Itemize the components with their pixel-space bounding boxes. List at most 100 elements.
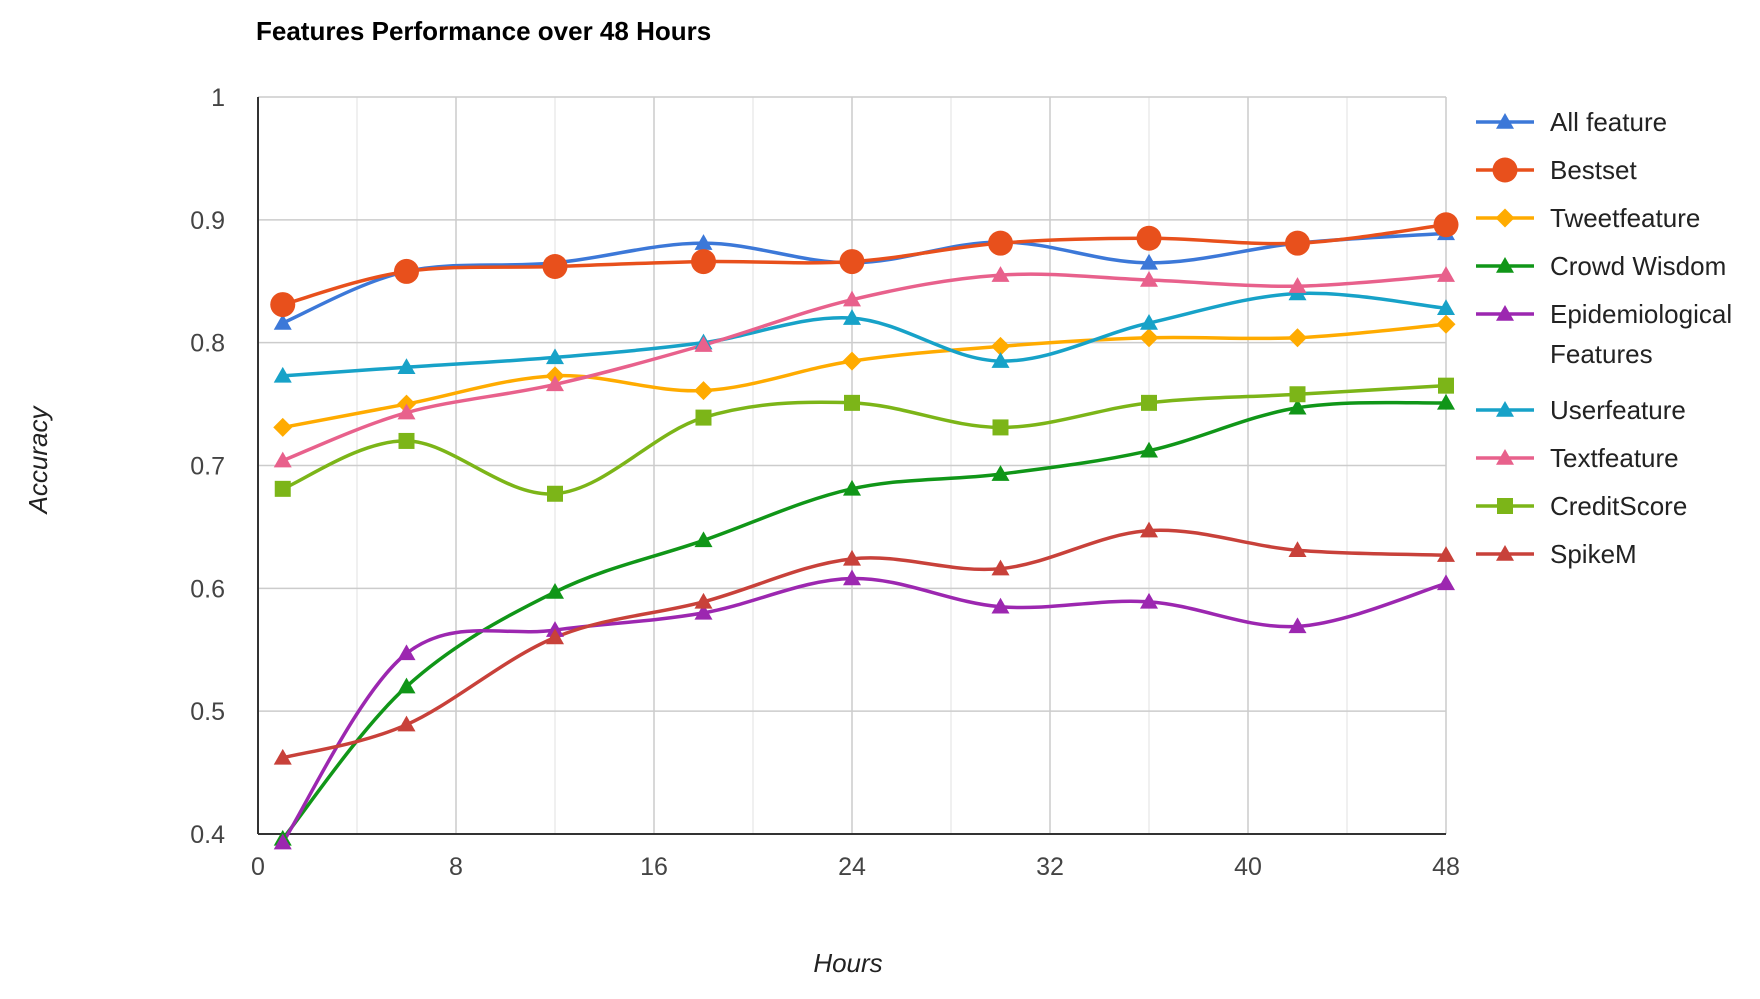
data-point-creditscore xyxy=(992,419,1009,436)
data-point-bestset xyxy=(691,249,716,275)
legend-swatch-marker xyxy=(1496,113,1514,129)
chart-title: Features Performance over 48 Hours xyxy=(256,16,711,46)
data-point-tweetfeature xyxy=(1288,328,1307,348)
series-markers xyxy=(270,212,1459,850)
series-lines xyxy=(281,223,1447,844)
legend-label: All feature xyxy=(1550,107,1667,137)
data-point-creditscore xyxy=(844,394,860,411)
data-point-textfeature xyxy=(273,451,292,468)
series-line-userfeature xyxy=(282,291,1447,378)
data-point-creditscore xyxy=(695,409,712,426)
x-tick-label: 0 xyxy=(251,853,265,881)
data-point-tweetfeature xyxy=(694,381,713,401)
y-tick-label: 0.4 xyxy=(190,821,225,849)
x-tick-label: 8 xyxy=(449,853,463,881)
data-point-crowd-wisdom xyxy=(397,677,416,694)
data-point-tweetfeature xyxy=(273,417,293,437)
legend-item-userfeature: Userfeature xyxy=(1476,395,1686,425)
data-point-bestset xyxy=(1433,212,1459,238)
y-tick-label: 0.5 xyxy=(190,698,225,726)
data-point-bestset xyxy=(1136,225,1162,251)
data-point-bestset xyxy=(988,230,1013,256)
y-axis-title: Accuracy xyxy=(23,405,53,516)
legend-label: Crowd Wisdom xyxy=(1550,251,1726,281)
data-point-spikem xyxy=(991,559,1010,576)
data-point-creditscore xyxy=(547,485,563,502)
data-point-crowd-wisdom xyxy=(1140,441,1158,458)
data-point-textfeature xyxy=(546,375,564,392)
data-point-bestset xyxy=(542,254,568,280)
data-point-spikem xyxy=(1288,541,1307,558)
data-point-all-feature xyxy=(694,234,713,250)
data-point-spikem xyxy=(843,549,861,566)
series-line-epidemiological-features xyxy=(281,576,1447,844)
data-point-textfeature xyxy=(1288,277,1307,293)
legend-swatch-marker xyxy=(1496,401,1514,417)
data-point-spikem xyxy=(1140,521,1158,538)
x-tick-label: 40 xyxy=(1234,853,1262,881)
legend-item-epidemiological-features: Epidemiological Features xyxy=(1476,299,1732,369)
x-tick-label: 16 xyxy=(640,853,668,881)
legend-item-tweetfeature: Tweetfeature xyxy=(1476,203,1700,233)
y-tick-label: 0.9 xyxy=(190,207,225,235)
data-point-spikem xyxy=(273,748,292,765)
legend-item-all-feature: All feature xyxy=(1476,107,1667,137)
data-point-userfeature xyxy=(273,366,292,383)
data-point-userfeature xyxy=(1437,299,1455,316)
y-tick-label: 0.8 xyxy=(190,330,225,358)
data-point-all-feature xyxy=(1140,253,1158,270)
data-point-creditscore xyxy=(1141,394,1157,411)
x-axis-ticks: 0 8 16 24 32 40 48 xyxy=(251,853,1460,881)
data-point-crowd-wisdom xyxy=(694,531,713,548)
data-point-userfeature xyxy=(397,358,416,374)
legend-item-spikem: SpikeM xyxy=(1476,539,1637,569)
data-point-epidemiological-features xyxy=(1288,617,1307,634)
y-tick-label: 0.7 xyxy=(190,453,225,481)
data-point-bestset xyxy=(839,249,865,275)
legend-label: SpikeM xyxy=(1550,539,1637,569)
y-tick-label: 1 xyxy=(211,84,225,112)
data-point-epidemiological-features xyxy=(1437,574,1455,591)
legend-label: Tweetfeature xyxy=(1550,203,1700,233)
axes xyxy=(257,97,1446,835)
data-point-tweetfeature xyxy=(991,336,1010,356)
data-point-userfeature xyxy=(991,352,1010,368)
legend-item-crowd-wisdom: Crowd Wisdom xyxy=(1476,251,1726,281)
data-point-textfeature xyxy=(397,403,416,420)
data-point-creditscore xyxy=(398,432,415,449)
data-point-tweetfeature xyxy=(842,351,862,371)
data-point-bestset xyxy=(1285,230,1310,256)
data-point-epidemiological-features xyxy=(1140,592,1158,609)
legend-item-creditscore: CreditScore xyxy=(1476,491,1687,521)
legend-swatch-marker xyxy=(1497,498,1513,514)
legend-label: Userfeature xyxy=(1550,395,1686,425)
data-point-userfeature xyxy=(546,348,564,365)
data-point-crowd-wisdom xyxy=(991,465,1010,481)
x-tick-label: 32 xyxy=(1036,853,1064,881)
x-axis-title: Hours xyxy=(813,948,882,978)
legend: All feature Bestset Tweetfeature Crowd Wisd… xyxy=(1476,107,1732,569)
data-point-bestset xyxy=(394,258,419,284)
series-line-all-feature xyxy=(282,231,1447,325)
data-point-tweetfeature xyxy=(1436,314,1456,334)
legend-label: Epidemiological xyxy=(1550,299,1732,329)
series-line-textfeature xyxy=(282,272,1447,463)
data-point-epidemiological-features xyxy=(694,603,713,620)
series-line-spikem xyxy=(282,528,1447,760)
data-point-epidemiological-features xyxy=(273,833,292,850)
y-axis-ticks: 0.4 0.5 0.6 0.7 0.8 0.9 1 xyxy=(190,84,225,849)
x-tick-label: 24 xyxy=(838,853,866,881)
legend-label: Features xyxy=(1550,339,1653,369)
data-point-epidemiological-features xyxy=(397,644,416,661)
data-point-crowd-wisdom xyxy=(843,479,861,496)
legend-swatch-marker xyxy=(1496,449,1514,465)
legend-swatch-marker xyxy=(1492,157,1518,183)
major-gridlines xyxy=(258,96,1447,834)
data-point-userfeature xyxy=(1140,314,1158,330)
data-point-spikem xyxy=(694,592,713,609)
data-point-textfeature xyxy=(991,266,1010,282)
data-point-epidemiological-features xyxy=(991,597,1010,614)
legend-label: Bestset xyxy=(1550,155,1637,185)
data-point-bestset xyxy=(270,292,296,318)
